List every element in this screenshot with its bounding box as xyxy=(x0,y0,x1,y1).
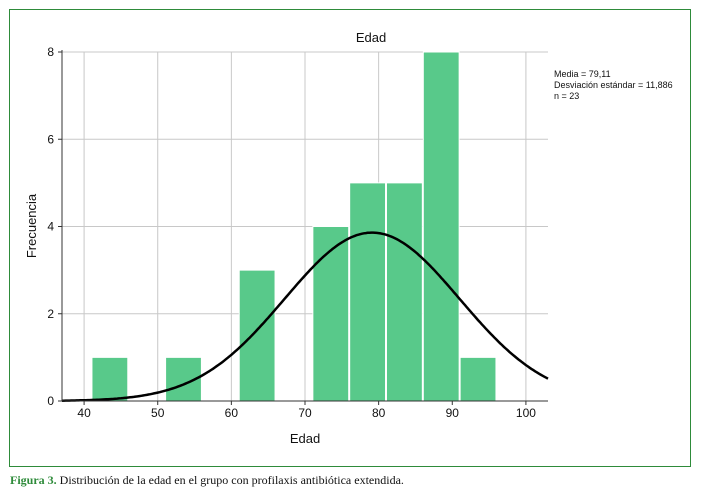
histogram-bar xyxy=(386,182,423,402)
histogram-bar xyxy=(349,182,387,402)
y-tick-label: 8 xyxy=(47,45,54,59)
y-axis-label: Frecuencia xyxy=(24,193,39,258)
y-tick-label: 6 xyxy=(47,132,54,146)
grid-lines xyxy=(62,51,548,401)
histogram-chart: Edad 40 50 60 70 80 90 100 0 2 4 6 8 Edad Frecuenci… xyxy=(24,30,673,446)
stats-box: Media = 79,11 Desviación estándar = 11,8… xyxy=(554,69,673,101)
x-tick-label: 50 xyxy=(151,406,165,420)
histogram-bar xyxy=(91,356,129,402)
tick-labels: 40 50 60 70 80 90 100 0 2 4 6 8 xyxy=(47,45,536,420)
normal-curve xyxy=(62,231,549,402)
histogram-bar xyxy=(422,51,460,402)
y-tick-label: 4 xyxy=(47,220,54,234)
stats-n: n = 23 xyxy=(554,91,579,101)
y-tick-label: 0 xyxy=(47,394,54,408)
y-tick-label: 2 xyxy=(47,307,54,321)
x-tick-label: 60 xyxy=(225,406,239,420)
x-tick-label: 80 xyxy=(372,406,386,420)
histogram-bar xyxy=(165,356,202,402)
stats-sd: Desviación estándar = 11,886 xyxy=(554,80,673,90)
stats-mean: Media = 79,11 xyxy=(554,69,611,79)
x-tick-label: 40 xyxy=(77,406,91,420)
histogram-bar xyxy=(459,356,497,402)
caption-label: Figura 3. xyxy=(10,473,57,487)
x-axis-label: Edad xyxy=(290,431,320,446)
x-tick-label: 70 xyxy=(298,406,312,420)
histogram-bars xyxy=(91,51,497,402)
x-tick-label: 100 xyxy=(516,406,536,420)
caption-text: Distribución de la edad en el grupo con … xyxy=(56,473,404,487)
x-tick-label: 90 xyxy=(446,406,460,420)
figure-caption: Figura 3. Distribución de la edad en el … xyxy=(10,473,700,488)
histogram-bar xyxy=(238,269,276,402)
chart-title: Edad xyxy=(356,30,386,45)
histogram-bar xyxy=(312,226,350,402)
